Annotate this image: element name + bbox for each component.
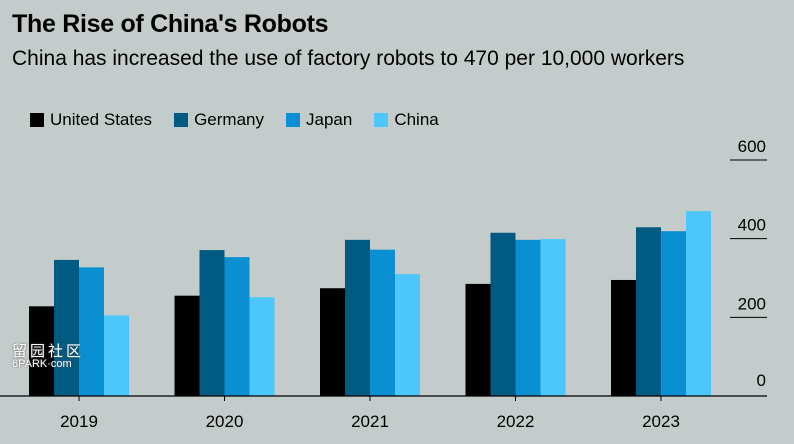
legend: United States Germany Japan China bbox=[30, 110, 439, 130]
bar-japan-2023 bbox=[661, 231, 686, 396]
legend-item-japan: Japan bbox=[285, 110, 353, 130]
bar-united-states-2019 bbox=[29, 306, 54, 396]
bar-united-states-2020 bbox=[174, 295, 200, 396]
legend-item-germany: Germany bbox=[174, 110, 264, 130]
legend-swatch-germany bbox=[174, 113, 189, 127]
bar-japan-2019 bbox=[79, 267, 104, 396]
legend-item-united-states: United States bbox=[30, 110, 152, 130]
bar-germany-2023 bbox=[636, 227, 661, 396]
bar-germany-2020 bbox=[199, 250, 225, 396]
chart-subtitle: China has increased the use of factory r… bbox=[12, 47, 685, 70]
chart-title: The Rise of China's Robots bbox=[12, 10, 329, 38]
x-tick-label-2023: 2023 bbox=[642, 412, 680, 431]
y-tick-label-600: 600 bbox=[738, 137, 766, 156]
bar-united-states-2023 bbox=[611, 279, 636, 396]
bar-germany-2022 bbox=[490, 232, 516, 396]
bar-china-2019 bbox=[104, 315, 129, 396]
bar-japan-2020 bbox=[224, 257, 250, 396]
bar-japan-2022 bbox=[515, 239, 541, 396]
watermark: 留园社区 6PARK·com bbox=[12, 343, 85, 371]
legend-swatch-united-states bbox=[30, 113, 44, 127]
watermark-site-text: 6PARK·com bbox=[12, 358, 72, 370]
bar-japan-2021 bbox=[370, 249, 395, 396]
legend-label-germany: Germany bbox=[194, 110, 264, 129]
bar-china-2020 bbox=[249, 297, 275, 396]
y-tick-label-0: 0 bbox=[757, 371, 766, 390]
legend-swatch-china bbox=[374, 113, 389, 127]
bar-germany-2021 bbox=[345, 239, 370, 396]
bar-germany-2019 bbox=[54, 259, 79, 396]
bar-china-2021 bbox=[395, 274, 420, 396]
y-tick-label-400: 400 bbox=[738, 216, 766, 235]
x-tick-label-2022: 2022 bbox=[497, 412, 535, 431]
bar-china-2022 bbox=[540, 239, 566, 396]
x-tick-label-2019: 2019 bbox=[60, 412, 98, 431]
legend-label-japan: Japan bbox=[305, 110, 353, 129]
bar-china-2023 bbox=[686, 211, 711, 396]
bar-united-states-2022 bbox=[465, 283, 491, 396]
legend-label-united-states: United States bbox=[50, 110, 153, 129]
legend-item-china: China bbox=[374, 110, 439, 130]
x-tick-label-2021: 2021 bbox=[351, 412, 389, 431]
watermark-chinese-text: 留园社区 bbox=[12, 343, 85, 360]
legend-label-china: China bbox=[394, 110, 439, 129]
legend-swatch-japan bbox=[285, 113, 300, 127]
x-tick-label-2020: 2020 bbox=[206, 412, 244, 431]
bar-united-states-2021 bbox=[320, 288, 345, 396]
y-tick-label-200: 200 bbox=[738, 294, 766, 313]
